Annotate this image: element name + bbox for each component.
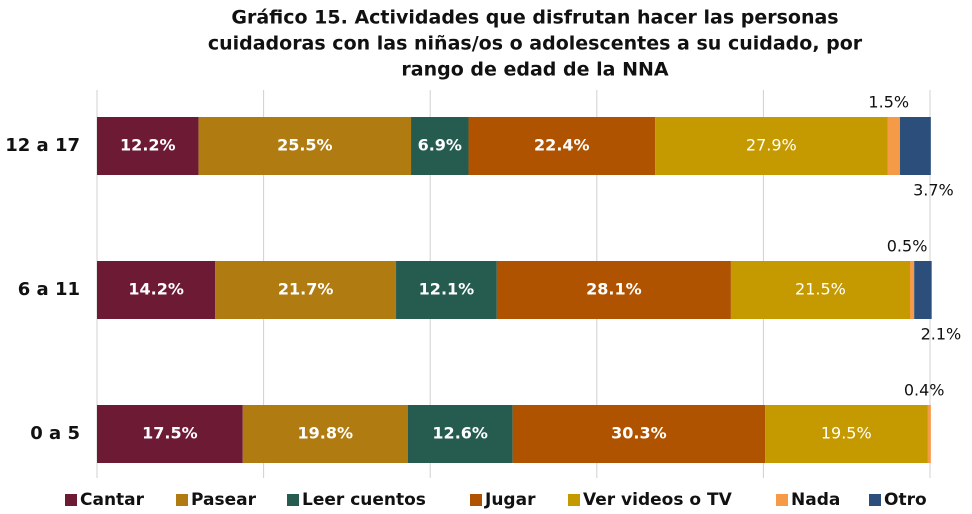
legend-label: Pasear [191,490,257,510]
y-tick-label: 6 a 11 [18,279,80,300]
data-label: 12.2% [120,136,176,155]
data-label: 3.7% [913,181,954,200]
bar-segment [887,117,901,175]
bar-segment [198,117,412,175]
bar-segment [97,405,243,463]
bar-segment [765,405,928,463]
bar-segment [97,261,216,319]
bar-segment [97,117,199,175]
data-label: 25.5% [277,136,333,155]
bar-segment [730,261,911,319]
chart-title: rango de edad de la NNA [401,59,668,81]
data-label: 6.9% [418,136,462,155]
bar-segment [496,261,731,319]
bar-segment [411,117,469,175]
data-label: 14.2% [128,280,184,299]
bar-segment [396,261,497,319]
data-label: 30.3% [611,424,667,443]
data-label: 12.6% [432,424,488,443]
bar-segment [242,405,408,463]
bar-segment [468,117,656,175]
legend-swatch [287,494,299,506]
y-tick-label: 0 a 5 [30,423,80,444]
legend-label: Nada [791,490,840,510]
chart-title: Gráfico 15. Actividades que disfrutan ha… [231,7,838,29]
legend-swatch [470,494,482,506]
data-label: 19.8% [297,424,353,443]
legend-swatch [65,494,77,506]
bar-segment [900,117,931,175]
bar-segment [512,405,766,463]
bar-segment [655,117,888,175]
legend-label: Otro [884,490,927,510]
legend-swatch [176,494,188,506]
data-label: 22.4% [534,136,590,155]
legend-swatch [869,494,881,506]
data-label: 1.5% [868,93,909,112]
legend-label: Ver videos o TV [583,490,733,510]
data-label: 21.5% [795,280,846,299]
data-label: 27.9% [746,136,797,155]
bar-segment [914,261,932,319]
data-label: 0.4% [904,381,945,400]
data-label: 0.5% [887,237,928,256]
data-label: 2.1% [921,325,962,344]
data-label: 28.1% [586,280,642,299]
bar-segment [215,261,397,319]
data-label: 12.1% [419,280,475,299]
legend-label: Jugar [484,490,536,510]
data-label: 21.7% [278,280,334,299]
bar-segment [927,405,931,463]
bar-segment [910,261,915,319]
legend-label: Cantar [80,490,145,510]
chart-title: cuidadoras con las niñas/os o adolescent… [208,33,863,55]
bar-segment [407,405,513,463]
y-tick-label: 12 a 17 [5,135,80,156]
data-label: 17.5% [142,424,198,443]
data-label: 19.5% [821,424,872,443]
legend-swatch [776,494,788,506]
legend-label: Leer cuentos [302,490,426,510]
legend-swatch [568,494,580,506]
